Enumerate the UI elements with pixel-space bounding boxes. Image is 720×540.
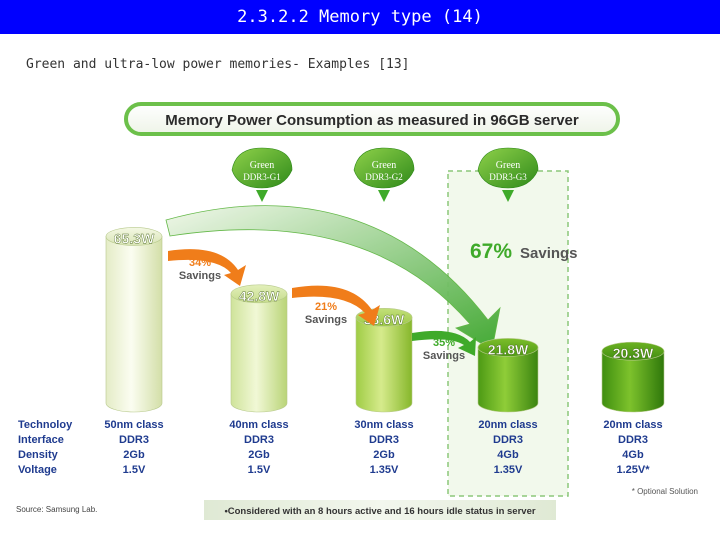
slide-header: 2.3.2.2 Memory type (14) [0, 0, 720, 34]
spec-density-3: 4Gb [497, 449, 519, 461]
footer-band [204, 500, 556, 520]
spec-technology-0: 50nm class [104, 419, 163, 431]
bar-top-1 [230, 284, 288, 304]
row-header-2: Density [18, 449, 59, 461]
bar-body-0 [105, 236, 163, 413]
row-header-3: Voltage [18, 464, 57, 476]
savings-percent-2: 35% [433, 337, 455, 349]
spec-voltage-4: 1.25V* [616, 464, 650, 476]
power-consumption-chart: Memory Power Consumption as measured in … [16, 102, 698, 520]
savings-label-0: Savings [179, 270, 221, 282]
generation-line1-2: Green [496, 160, 520, 171]
optional-footnote: * Optional Solution [632, 487, 698, 496]
generation-line2-0: DDR3-G1 [243, 172, 281, 182]
generation-line2-2: DDR3-G3 [489, 172, 527, 182]
savings-arrow-3 [412, 330, 476, 356]
spec-voltage-2: 1.35V [370, 464, 399, 476]
savings-percent-1: 21% [315, 301, 337, 313]
spec-density-4: 4Gb [622, 449, 644, 461]
bar-body-3 [477, 347, 539, 413]
chart-title-banner [124, 102, 620, 136]
bar-top-3 [477, 338, 539, 357]
bar-top-0 [105, 227, 163, 246]
source-note: Source: Samsung Lab. [16, 505, 97, 514]
bar-4: 20.3W [601, 341, 665, 413]
bar-2: 33.6W [355, 308, 413, 413]
bar-body-2 [355, 317, 413, 413]
bar-body-4 [601, 350, 665, 413]
spec-interface-4: DDR3 [618, 434, 648, 446]
spec-interface-3: DDR3 [493, 434, 523, 446]
condition-note: •Considered with an 8 hours active and 1… [224, 506, 535, 517]
savings-percent-0: 34% [189, 257, 211, 269]
spec-density-1: 2Gb [248, 449, 270, 461]
value-label-1: 42.8W [239, 288, 280, 304]
down-arrow-icon [256, 190, 268, 202]
savings-arrow-2 [292, 285, 380, 326]
spec-voltage-0: 1.5V [123, 464, 146, 476]
spec-density-0: 2Gb [123, 449, 145, 461]
bar-3: 21.8W [477, 338, 539, 413]
total-savings-percent: 67% [470, 240, 512, 263]
spec-technology-4: 20nm class [603, 419, 662, 431]
down-arrow-icon [502, 190, 514, 202]
down-arrow-icon [378, 190, 390, 202]
value-label-0: 65.3W [114, 230, 155, 246]
bar-body-1 [230, 293, 288, 413]
generation-line2-1: DDR3-G2 [365, 172, 403, 182]
chart-title: Memory Power Consumption as measured in … [165, 112, 579, 129]
spec-interface-0: DDR3 [119, 434, 149, 446]
row-header-1: Interface [18, 434, 64, 446]
spec-voltage-3: 1.35V [494, 464, 523, 476]
generation-line1-0: Green [250, 160, 274, 171]
slide-subtitle: Green and ultra-low power memories- Exam… [26, 57, 410, 72]
value-label-4: 20.3W [613, 345, 654, 361]
savings-arrow-1 [168, 249, 246, 286]
savings-label-2: Savings [423, 350, 465, 362]
spec-voltage-1: 1.5V [248, 464, 271, 476]
leaf-icon [353, 147, 415, 189]
spec-interface-1: DDR3 [244, 434, 274, 446]
bar-top-4 [601, 341, 665, 361]
generation-line1-1: Green [372, 160, 396, 171]
spec-technology-1: 40nm class [229, 419, 288, 431]
spec-technology-2: 30nm class [354, 419, 413, 431]
bar-0: 65.3W [105, 227, 163, 413]
savings-label-1: Savings [305, 314, 347, 326]
value-label-3: 21.8W [488, 341, 529, 357]
bar-1: 42.8W [230, 284, 288, 413]
spec-density-2: 2Gb [373, 449, 395, 461]
leaf-icon [477, 147, 539, 189]
spec-interface-2: DDR3 [369, 434, 399, 446]
row-header-0: Technoloy [18, 419, 73, 431]
spec-technology-3: 20nm class [478, 419, 537, 431]
total-savings-label: Savings [520, 245, 578, 262]
leaf-icon [231, 147, 293, 189]
